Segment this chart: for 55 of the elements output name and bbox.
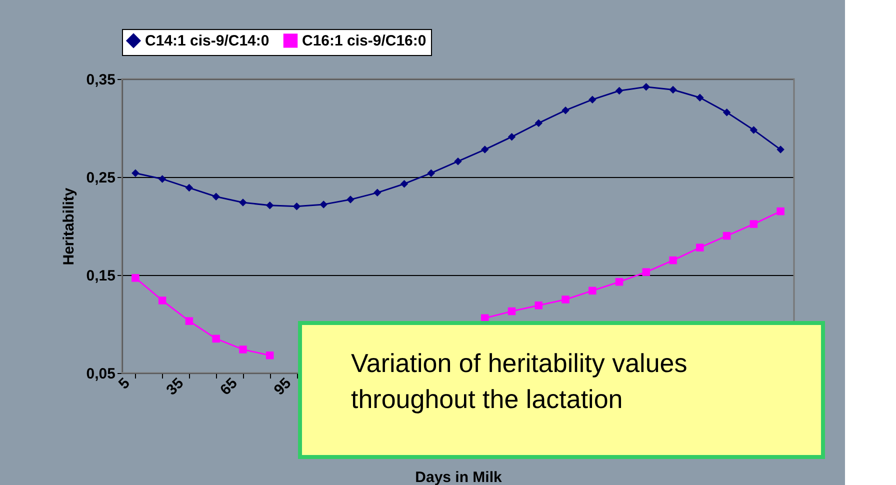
point [158,175,166,183]
x-tick-label: 5 [115,374,134,393]
point [132,274,140,282]
point [722,108,731,116]
point [776,146,784,154]
point [588,96,596,104]
point [750,126,758,134]
point [508,132,516,141]
point [562,106,570,114]
point [158,296,166,304]
point [669,256,677,264]
point [266,351,274,360]
point [454,157,462,166]
y-tick-label: 0,25 [86,170,116,186]
y-axis-title: Heritability [60,187,78,266]
point [239,346,247,354]
x-tick-label: 35 [163,374,188,399]
point [776,207,784,216]
point [534,302,543,310]
point [320,200,328,208]
point [588,286,596,295]
x-axis-title: Days in Milk [415,468,503,485]
point [642,268,650,276]
point [346,196,354,204]
legend-label: C14:1 cis-9/C14:0 [145,32,270,50]
point [239,198,247,206]
legend-label: C16:1 cis-9/C16:0 [302,32,426,50]
point [722,232,731,240]
point [212,334,220,343]
point [400,180,408,188]
point [266,202,274,210]
point [481,146,489,154]
x-tick-label: 65 [217,374,241,399]
point [508,307,516,316]
y-tick-label: 0,35 [86,72,116,88]
point [427,169,435,177]
annotation: Variation of heritability values throughout the lactation [351,348,688,414]
x-tick-label: 95 [270,374,295,399]
point [750,220,758,228]
point [212,192,220,200]
point [696,244,704,252]
point [615,278,624,286]
point [534,119,543,127]
point [696,94,704,102]
point [373,188,382,197]
point [615,86,624,95]
y-tick-label: 0,05 [86,366,116,382]
point [642,82,650,91]
point [185,184,194,192]
point [185,317,194,325]
point [132,169,140,177]
y-tick-label: 0,15 [86,268,116,284]
point [292,202,301,210]
point [669,86,677,94]
point [562,296,570,304]
